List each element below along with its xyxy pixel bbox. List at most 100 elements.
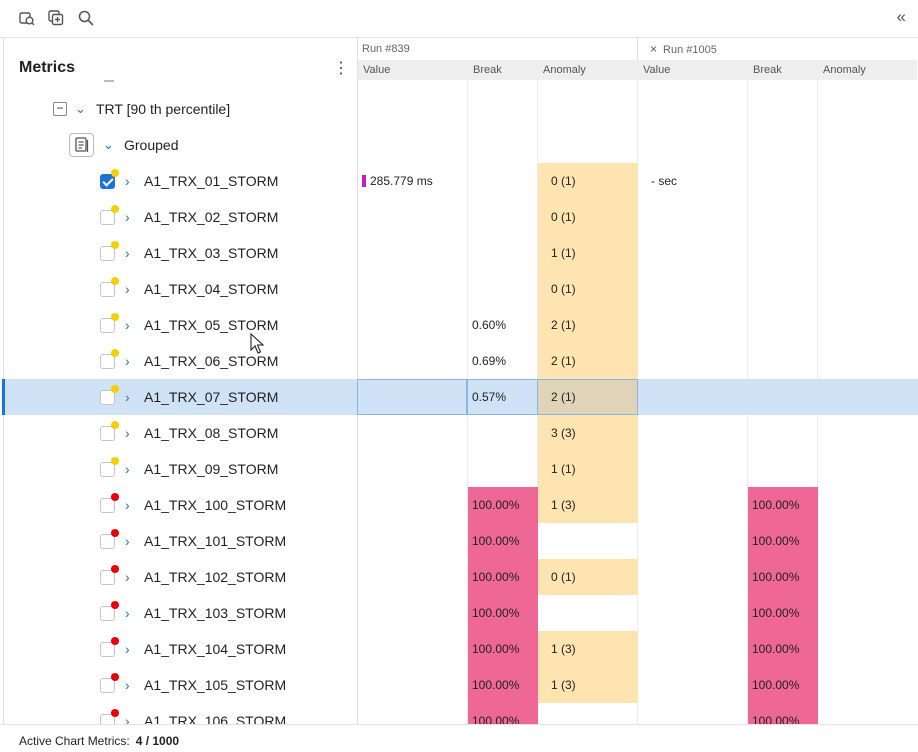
run1-break-cell[interactable]: [468, 271, 538, 307]
metric-name[interactable]: A1_TRX_101_STORM: [144, 533, 287, 549]
run2-break-cell[interactable]: [748, 271, 818, 307]
run1-value-cell[interactable]: [358, 667, 468, 703]
chevron-right-icon[interactable]: ›: [125, 425, 130, 441]
run2-break-cell[interactable]: [748, 343, 818, 379]
chevron-right-icon[interactable]: ›: [125, 605, 130, 621]
run1-value-cell[interactable]: [358, 451, 468, 487]
run2-value-cell[interactable]: [646, 235, 746, 271]
metric-checkbox[interactable]: [100, 210, 115, 225]
metric-name[interactable]: A1_TRX_01_STORM: [144, 173, 279, 189]
collapse-toggle[interactable]: −: [53, 102, 67, 116]
metric-checkbox[interactable]: [100, 678, 115, 693]
col-value-run2[interactable]: Value: [643, 64, 671, 76]
chevron-right-icon[interactable]: ›: [125, 713, 130, 729]
run1-anomaly-cell[interactable]: 2 (1): [538, 343, 638, 379]
metric-row[interactable]: › A1_TRX_06_STORM 0.69% 2 (1): [4, 343, 918, 379]
chevron-right-icon[interactable]: ›: [125, 317, 130, 333]
group-icon[interactable]: [69, 133, 94, 157]
metric-name[interactable]: A1_TRX_04_STORM: [144, 281, 279, 297]
chevron-right-icon[interactable]: ›: [125, 677, 130, 693]
run1-break-cell[interactable]: [468, 451, 538, 487]
metric-row[interactable]: › A1_TRX_08_STORM 3 (3): [4, 415, 918, 451]
metric-checkbox[interactable]: [100, 426, 115, 441]
metric-name[interactable]: A1_TRX_03_STORM: [144, 245, 279, 261]
run1-value-cell[interactable]: [358, 415, 468, 451]
metric-row[interactable]: › A1_TRX_07_STORM 0.57% 2 (1): [2, 379, 918, 415]
chevron-right-icon[interactable]: ›: [125, 497, 130, 513]
run2-value-cell[interactable]: [646, 559, 746, 595]
run1-value-cell[interactable]: [358, 631, 468, 667]
metric-checkbox[interactable]: [100, 606, 115, 621]
run1-anomaly-cell[interactable]: 3 (3): [538, 415, 638, 451]
run2-value-cell[interactable]: [646, 343, 746, 379]
tree-parent-row[interactable]: − ⌄ TRT [90 th percentile]: [4, 91, 358, 127]
chevron-right-icon[interactable]: ›: [125, 173, 130, 189]
metric-checkbox[interactable]: [100, 534, 115, 549]
chevron-right-icon[interactable]: ›: [125, 245, 130, 261]
metric-row[interactable]: › A1_TRX_103_STORM 100.00% 100.00%: [4, 595, 918, 631]
search-icon[interactable]: [76, 8, 96, 28]
chevron-right-icon[interactable]: ›: [125, 389, 130, 405]
run2-value-cell[interactable]: [646, 667, 746, 703]
metric-row[interactable]: › A1_TRX_104_STORM 100.00% 1 (3) 100.00%: [4, 631, 918, 667]
chevron-right-icon[interactable]: ›: [125, 461, 130, 477]
metric-checkbox[interactable]: [100, 642, 115, 657]
metric-name[interactable]: A1_TRX_102_STORM: [144, 569, 287, 585]
run1-anomaly-cell[interactable]: 1 (1): [538, 451, 638, 487]
run1-break-cell[interactable]: 0.69%: [472, 354, 507, 368]
metric-checkbox[interactable]: [100, 354, 115, 369]
run1-anomaly-cell[interactable]: 2 (1): [538, 307, 638, 343]
metric-row[interactable]: › A1_TRX_09_STORM 1 (1): [4, 451, 918, 487]
tree-group-row[interactable]: ⌄ Grouped: [4, 127, 358, 163]
run2-value-cell[interactable]: [646, 271, 746, 307]
run1-value-cell[interactable]: [358, 559, 468, 595]
run1-value-cell[interactable]: 285.779 ms: [358, 163, 468, 199]
chevron-down-icon[interactable]: ⌄: [103, 137, 114, 152]
run2-break-cell[interactable]: [748, 379, 818, 415]
run1-break-cell[interactable]: 0.60%: [472, 318, 507, 332]
run1-break-cell[interactable]: 100.00%: [468, 595, 538, 631]
run1-break-cell[interactable]: [468, 415, 538, 451]
metric-name[interactable]: A1_TRX_103_STORM: [144, 605, 287, 621]
chevron-right-icon[interactable]: ›: [125, 281, 130, 297]
metric-checkbox[interactable]: [100, 390, 115, 405]
run1-value-cell[interactable]: [358, 523, 468, 559]
close-run-icon[interactable]: ×: [650, 42, 658, 56]
metric-checkbox[interactable]: [100, 246, 115, 261]
run2-value-cell[interactable]: - sec: [651, 174, 678, 188]
run2-break-cell[interactable]: [748, 451, 818, 487]
col-anomaly-run2[interactable]: Anomaly: [823, 64, 866, 76]
metric-name[interactable]: A1_TRX_02_STORM: [144, 209, 279, 225]
run1-break-cell[interactable]: 100.00%: [468, 631, 538, 667]
metric-name[interactable]: A1_TRX_09_STORM: [144, 461, 279, 477]
run1-value-cell[interactable]: [358, 271, 468, 307]
chevron-right-icon[interactable]: ›: [125, 353, 130, 369]
chevron-right-icon[interactable]: ›: [125, 569, 130, 585]
run2-break-cell[interactable]: [748, 307, 818, 343]
run1-anomaly-cell[interactable]: 1 (3): [538, 667, 638, 703]
run1-value-cell[interactable]: [358, 343, 468, 379]
run1-value-cell[interactable]: [358, 595, 468, 631]
run2-break-cell[interactable]: 100.00%: [748, 487, 818, 523]
run1-value-cell[interactable]: [358, 487, 468, 523]
metric-checkbox[interactable]: [100, 462, 115, 477]
metric-checkbox[interactable]: [100, 498, 115, 513]
run1-anomaly-cell[interactable]: 1 (3): [538, 487, 638, 523]
chevron-down-icon[interactable]: ⌄: [75, 101, 86, 116]
run2-value-cell[interactable]: [646, 451, 746, 487]
metric-row[interactable]: › A1_TRX_101_STORM 100.00% 100.00%: [4, 523, 918, 559]
run1-anomaly-cell[interactable]: 0 (1): [538, 199, 638, 235]
metric-checkbox[interactable]: [100, 570, 115, 585]
run1-value-cell[interactable]: [358, 199, 468, 235]
run2-break-cell[interactable]: [748, 415, 818, 451]
run2-break-cell[interactable]: 100.00%: [748, 559, 818, 595]
run1-anomaly-cell[interactable]: 2 (1): [538, 379, 638, 415]
run1-break-cell[interactable]: [468, 163, 538, 199]
metric-name[interactable]: A1_TRX_06_STORM: [144, 353, 279, 369]
metric-checkbox[interactable]: [100, 282, 115, 297]
run1-break-cell[interactable]: 100.00%: [468, 487, 538, 523]
run1-anomaly-cell[interactable]: 1 (3): [538, 631, 638, 667]
chevron-right-icon[interactable]: ›: [125, 209, 130, 225]
metric-row[interactable]: › A1_TRX_105_STORM 100.00% 1 (3) 100.00%: [4, 667, 918, 703]
metric-row[interactable]: › A1_TRX_05_STORM 0.60% 2 (1): [4, 307, 918, 343]
